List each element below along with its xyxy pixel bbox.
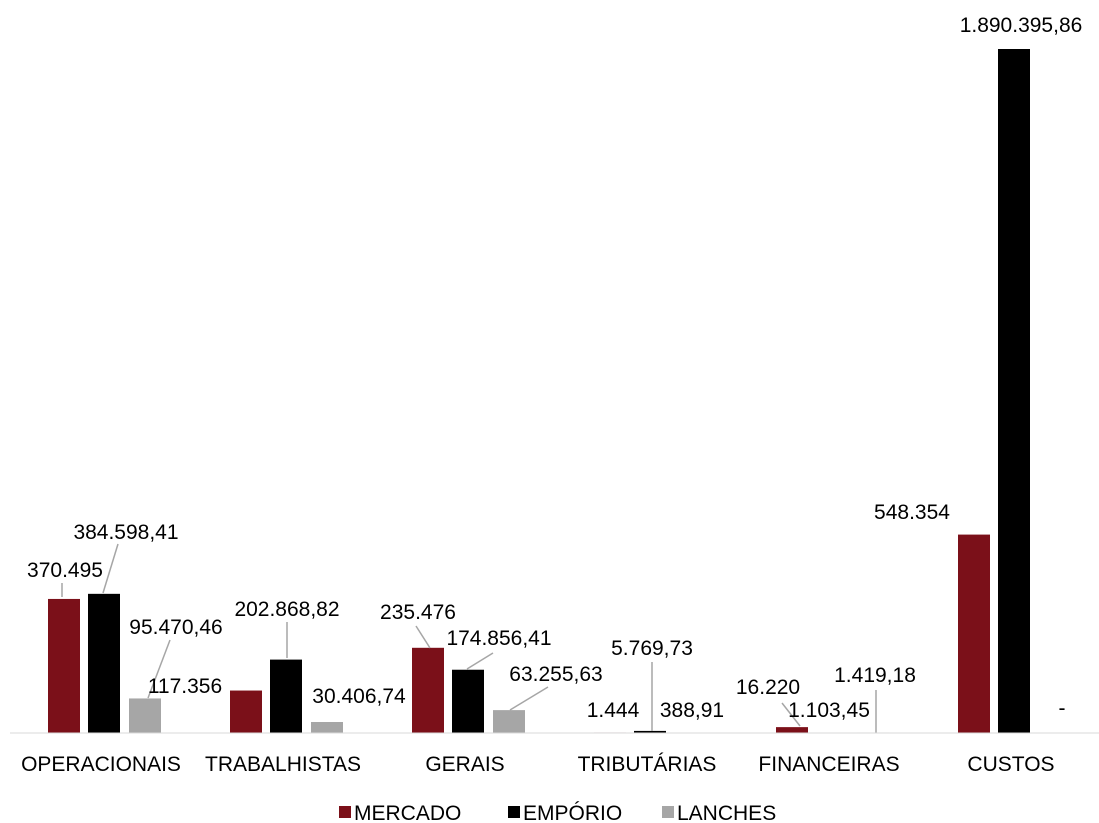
legend: MERCADO EMPÓRIO LANCHES — [339, 802, 776, 823]
data-label-lanches-financeiras: 1.419,18 — [834, 664, 916, 687]
data-label-emporio-financeiras: 1.103,45 — [788, 699, 870, 722]
data-label-lanches-tributarias: 388,91 — [660, 699, 724, 722]
data-label-lanches-gerais: 63.255,63 — [509, 663, 602, 686]
data-label-emporio-gerais: 174.856,41 — [446, 627, 551, 650]
data-label-emporio-tributarias: 5.769,73 — [611, 637, 693, 660]
bar-lanches-gerais — [493, 710, 525, 733]
bar-emporio-operacionais — [88, 593, 120, 733]
leader-line-lanches-operacionais — [147, 639, 171, 699]
data-label-emporio-operacionais: 384.598,41 — [73, 521, 178, 544]
legend-label-mercado: MERCADO — [354, 802, 461, 823]
data-label-mercado-gerais: 235.476 — [380, 601, 456, 624]
bar-lanches-operacionais — [129, 698, 161, 733]
category-label-financeiras: FINANCEIRAS — [758, 753, 899, 776]
category-label-gerais: GERAIS — [425, 753, 504, 776]
bar-mercado-trabalhistas — [230, 690, 262, 733]
leader-line-emporio-gerais — [466, 652, 494, 670]
leader-line-mercado-gerais — [415, 625, 431, 649]
data-label-lanches-custos: - — [1059, 697, 1066, 720]
data-label-mercado-custos: 548.354 — [874, 501, 950, 524]
data-labels: 370.495 384.598,41 95.470,46 117.356 202.868… — [27, 14, 1082, 722]
bar-emporio-trabalhistas — [270, 659, 302, 733]
leader-lines — [61, 543, 877, 733]
legend-swatch-emporio — [508, 806, 520, 818]
legend-swatch-mercado — [339, 806, 351, 818]
legend-label-lanches: LANCHES — [677, 802, 776, 823]
legend-swatch-lanches — [662, 806, 674, 818]
bar-mercado-gerais — [412, 647, 444, 733]
category-label-tributarias: TRIBUTÁRIAS — [578, 753, 717, 776]
leader-line-mercado-financeiras — [781, 702, 801, 727]
data-label-mercado-trabalhistas: 117.356 — [148, 675, 222, 698]
bar-emporio-custos — [998, 49, 1030, 733]
category-labels: OPERACIONAIS TRABALHISTAS GERAIS TRIBUTÁRIA… — [21, 753, 1055, 776]
data-label-mercado-tributarias: 1.444 — [587, 699, 640, 722]
bar-emporio-tributarias — [634, 730, 666, 733]
data-label-emporio-trabalhistas: 202.868,82 — [234, 598, 339, 621]
category-label-custos: CUSTOS — [967, 753, 1054, 776]
category-label-trabalhistas: TRABALHISTAS — [205, 753, 361, 776]
leader-line-emporio-operacionais — [102, 543, 119, 594]
data-label-mercado-operacionais: 370.495 — [27, 559, 103, 582]
bar-mercado-custos — [958, 534, 990, 733]
data-label-mercado-financeiras: 16.220 — [736, 676, 800, 699]
data-label-lanches-operacionais: 95.470,46 — [129, 616, 222, 639]
category-label-operacionais: OPERACIONAIS — [21, 753, 181, 776]
leader-line-lanches-gerais — [509, 686, 549, 711]
bar-lanches-trabalhistas — [311, 721, 343, 733]
bar-mercado-operacionais — [48, 598, 80, 733]
data-label-lanches-trabalhistas: 30.406,74 — [312, 685, 406, 708]
data-label-emporio-custos: 1.890.395,86 — [960, 14, 1083, 37]
bar-emporio-gerais — [452, 669, 484, 733]
legend-label-emporio: EMPÓRIO — [523, 802, 622, 823]
plot-area — [48, 49, 1030, 733]
bar-mercado-financeiras — [776, 727, 808, 733]
